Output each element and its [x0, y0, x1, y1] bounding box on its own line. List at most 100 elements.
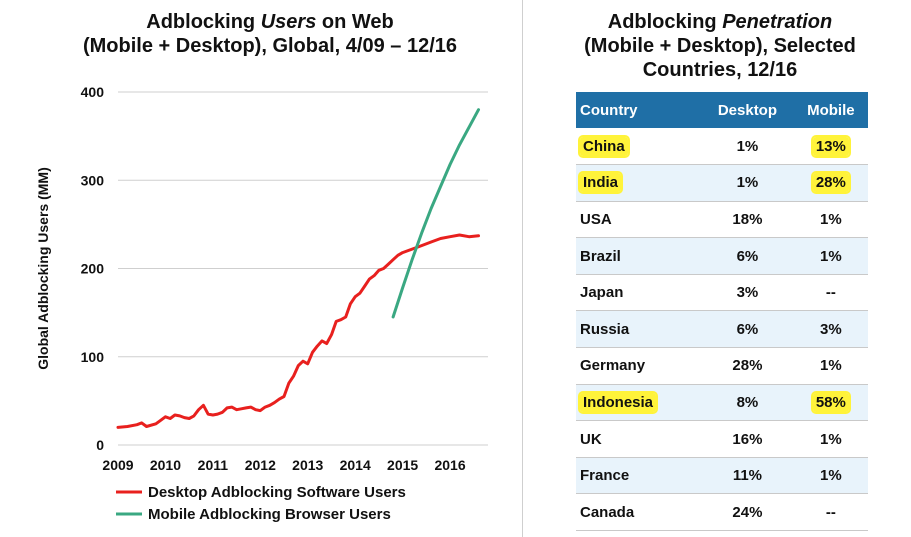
- y-tick-label: 0: [96, 437, 104, 453]
- chart-title: Adblocking Users on Web (Mobile + Deskto…: [20, 10, 520, 58]
- table-row: China 1% 13%: [576, 128, 868, 165]
- cell-text: 1%: [820, 210, 842, 228]
- desktop-cell: 18%: [701, 201, 794, 238]
- table-row: Russia 6% 3%: [576, 310, 868, 348]
- country-cell: Indonesia: [576, 384, 701, 421]
- cell-text: Japan: [580, 284, 624, 302]
- series-line-mobile: [391, 108, 480, 319]
- cell-text: 6%: [736, 320, 759, 338]
- table-row: USA 18% 1%: [576, 201, 868, 238]
- x-tick-label: 2014: [340, 457, 371, 473]
- table-title-part: Adblocking: [607, 11, 723, 33]
- cell-text: USA: [580, 210, 612, 228]
- cell-text: 6%: [736, 247, 759, 265]
- desktop-cell: 28%: [701, 348, 794, 385]
- cell-text: 3%: [820, 320, 842, 338]
- y-tick-label: 100: [81, 349, 105, 365]
- country-cell: India: [576, 165, 701, 202]
- cell-text: 13%: [812, 136, 849, 156]
- y-axis-label: Global Adblocking Users (MM): [35, 167, 51, 370]
- cell-text: 1%: [736, 137, 759, 155]
- x-tick-label: 2012: [245, 457, 276, 473]
- cell-text: 11%: [732, 467, 763, 485]
- column-header: Desktop: [717, 101, 778, 119]
- desktop-cell: 1%: [701, 165, 794, 202]
- cell-text: India: [580, 173, 622, 193]
- mobile-cell: 13%: [794, 128, 868, 165]
- mobile-cell: 28%: [794, 165, 868, 202]
- cell-text: 28%: [732, 357, 763, 375]
- desktop-cell: 16%: [701, 421, 794, 458]
- cell-text: 3%: [736, 284, 759, 302]
- cell-text: 58%: [812, 392, 849, 412]
- cell-text: 1%: [820, 467, 842, 485]
- x-tick-label: 2009: [102, 457, 133, 473]
- cell-text: UK: [580, 430, 602, 448]
- chart-subtitle: (Mobile + Desktop), Global, 4/09 – 12/16: [82, 35, 457, 57]
- country-cell: Russia: [576, 311, 701, 348]
- country-cell: Canada: [576, 494, 701, 531]
- y-tick-label: 200: [81, 261, 105, 277]
- country-cell: USA: [576, 201, 701, 238]
- x-tick-label: 2011: [198, 457, 229, 473]
- table-row: Brazil 6% 1%: [576, 237, 868, 275]
- desktop-cell: 8%: [701, 384, 794, 421]
- cell-text: Indonesia: [580, 392, 657, 412]
- mobile-cell: 1%: [794, 238, 868, 275]
- cell-text: Brazil: [580, 247, 621, 265]
- cell-text: --: [825, 503, 836, 521]
- cell-text: 1%: [820, 247, 842, 265]
- country-cell: France: [576, 457, 701, 494]
- chart-title-part: Adblocking: [146, 11, 261, 33]
- x-tick-label: 2015: [387, 457, 418, 473]
- desktop-cell: 3%: [701, 274, 794, 311]
- table-title: Adblocking Penetration (Mobile + Desktop…: [560, 10, 880, 82]
- table-title-emphasis: Penetration: [722, 11, 833, 33]
- cell-text: 1%: [820, 357, 842, 375]
- cell-text: 1%: [820, 430, 842, 448]
- country-cell: Germany: [576, 348, 701, 385]
- country-cell: Japan: [576, 274, 701, 311]
- desktop-cell: 1%: [701, 128, 794, 165]
- legend-label: Desktop Adblocking Software Users: [148, 484, 406, 501]
- mobile-cell: 1%: [794, 421, 868, 458]
- desktop-cell: 6%: [701, 311, 794, 348]
- chart-title-part: on Web: [316, 11, 394, 33]
- cell-text: France: [580, 467, 630, 485]
- cell-text: Russia: [580, 320, 630, 338]
- cell-text: 24%: [732, 503, 763, 521]
- mobile-cell: 1%: [794, 457, 868, 494]
- x-tick-label: 2010: [150, 457, 181, 473]
- mobile-cell: --: [794, 274, 868, 311]
- table-subtitle: (Mobile + Desktop), Selected: [584, 35, 856, 57]
- mobile-cell: 1%: [794, 348, 868, 385]
- x-tick-label: 2013: [292, 457, 323, 473]
- cell-text: 28%: [812, 173, 849, 193]
- desktop-cell: 11%: [701, 457, 794, 494]
- country-cell: China: [576, 128, 701, 165]
- table-row: UK 16% 1%: [576, 421, 868, 458]
- mobile-cell: 3%: [794, 311, 868, 348]
- x-tick-label: 2016: [434, 457, 465, 473]
- mobile-cell: 1%: [794, 201, 868, 238]
- cell-text: 18%: [732, 210, 763, 228]
- column-header: Country: [580, 101, 638, 119]
- y-tick-label: 400: [81, 84, 105, 100]
- cell-text: China: [580, 136, 628, 156]
- table-row: Japan 3% --: [576, 274, 868, 311]
- table-row: India 1% 28%: [576, 164, 868, 202]
- desktop-cell: 6%: [701, 238, 794, 275]
- table-row: France 11% 1%: [576, 457, 868, 494]
- country-cell: Brazil: [576, 238, 701, 275]
- penetration-table: Country Desktop Mobile China 1% 13% India 1%…: [576, 92, 868, 531]
- y-tick-label: 300: [81, 172, 105, 188]
- cell-text: 1%: [736, 174, 759, 192]
- cell-text: 8%: [736, 393, 759, 411]
- table-header-row: Country Desktop Mobile: [576, 92, 868, 128]
- desktop-cell: 24%: [701, 494, 794, 531]
- legend-label: Mobile Adblocking Browser Users: [148, 506, 391, 523]
- table-row: Indonesia 8% 58%: [576, 384, 868, 421]
- series-line-desktop: [116, 233, 480, 429]
- panel-divider: [522, 0, 523, 537]
- line-chart: 0 100 200 300 400 2009 2010 2011 2012 2013 2014 201…: [35, 84, 488, 523]
